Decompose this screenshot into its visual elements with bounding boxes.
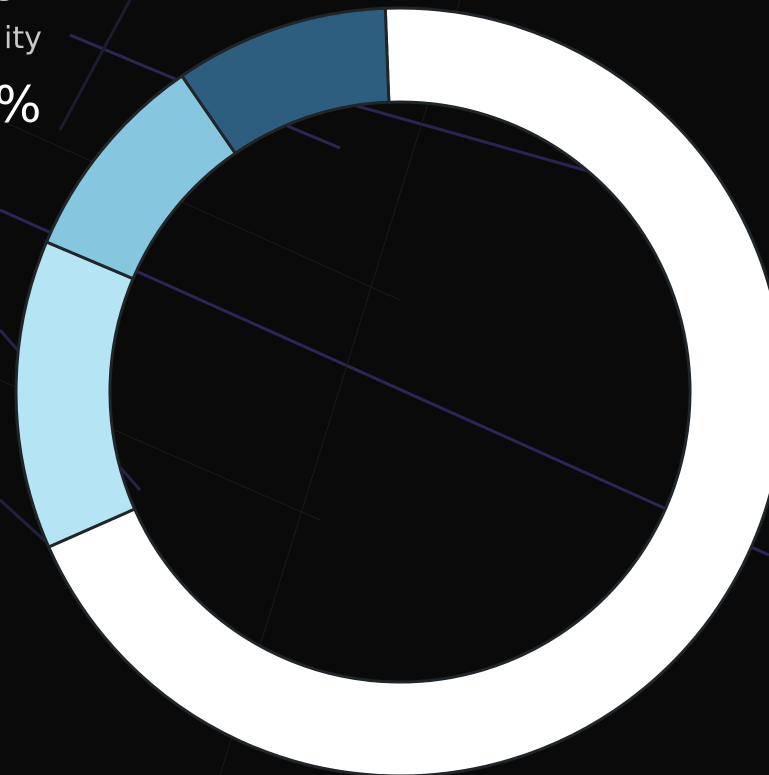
annotation: ity (4, 21, 42, 56)
annotation: g (0, 0, 16, 3)
grid-decor (0, 119, 401, 301)
donut-segment (180, 6, 391, 155)
donut (14, 6, 769, 775)
streak (58, 0, 132, 131)
donut-segment (47, 6, 769, 775)
annotation: % (0, 76, 42, 134)
